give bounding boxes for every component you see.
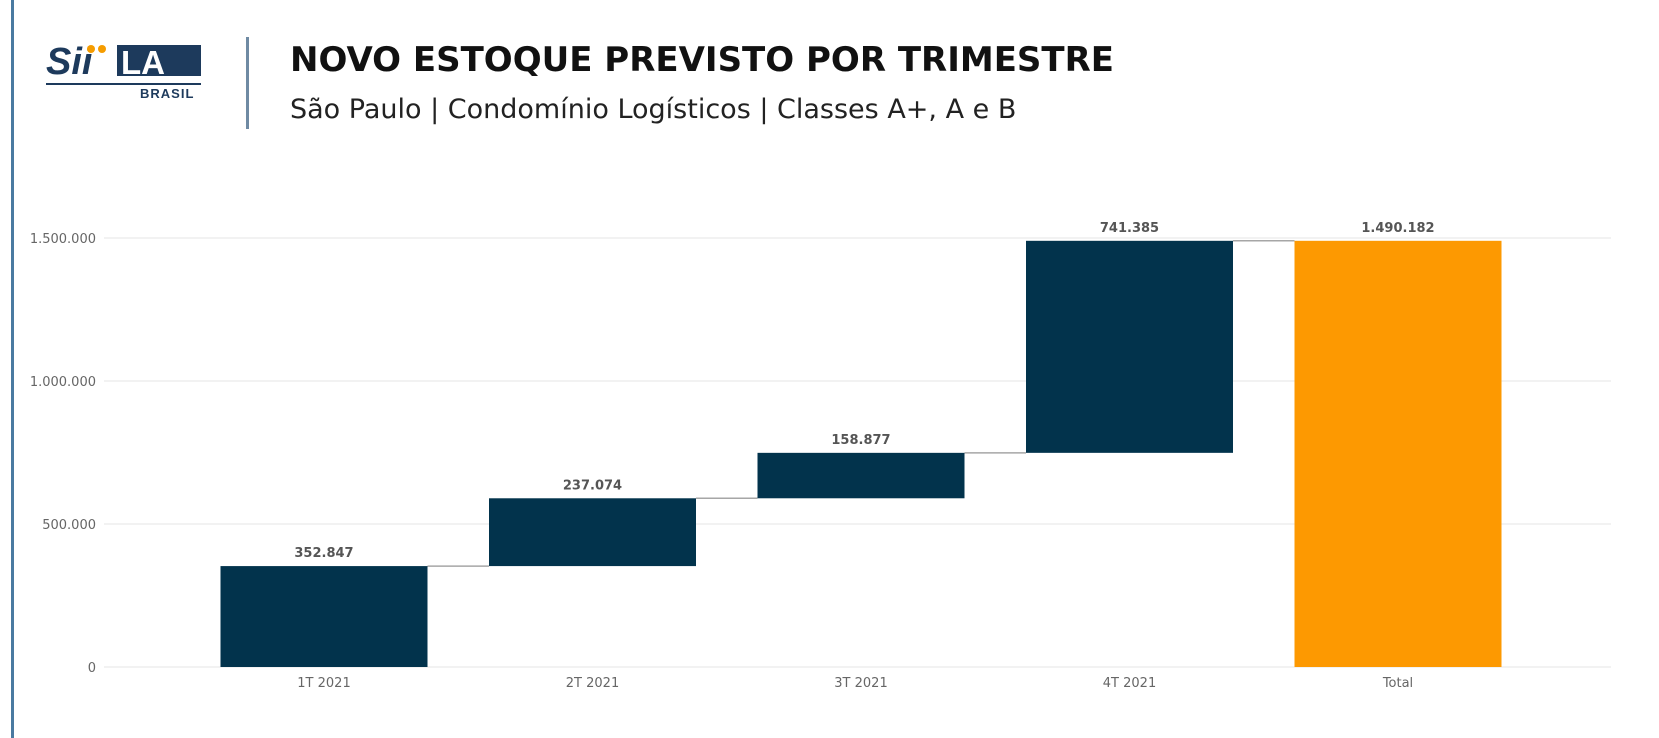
increase-bar: [757, 452, 965, 499]
x-tick-label: 3T 2021: [834, 676, 887, 691]
y-axis-ticks: 0 500.000 1.000.000 1.500.000: [30, 232, 96, 676]
x-axis-ticks: 1T 2021 2T 2021 3T 2021 4T 2021 Total: [297, 676, 1413, 691]
data-label: 1.490.182: [1361, 221, 1434, 236]
chart-title: NOVO ESTOQUE PREVISTO POR TRIMESTRE: [290, 40, 1115, 80]
total-bar: [1294, 240, 1502, 667]
svg-text:Sii: Sii: [46, 41, 94, 83]
y-tick-label: 1.000.000: [30, 375, 96, 390]
svg-text:LA: LA: [121, 44, 165, 81]
left-accent-rule: [11, 0, 14, 738]
y-tick-label: 0: [88, 661, 96, 676]
siila-logo-graphic: Sii LA BRASIL: [46, 41, 201, 101]
increase-bar: [489, 498, 696, 567]
data-label: 237.074: [563, 478, 622, 493]
connectors: [427, 240, 1295, 567]
data-label: 352.847: [294, 546, 353, 561]
bars: [220, 240, 1502, 667]
x-tick-label: 4T 2021: [1103, 676, 1156, 691]
data-label: 158.877: [831, 433, 890, 448]
chart-subtitle: São Paulo | Condomínio Logísticos | Clas…: [290, 94, 1017, 125]
data-labels: 352.847 237.074 158.877 741.385 1.490.182: [294, 221, 1434, 561]
header-divider: [246, 37, 249, 129]
y-tick-label: 1.500.000: [30, 232, 96, 247]
x-tick-label: 1T 2021: [297, 676, 350, 691]
y-tick-label: 500.000: [42, 518, 96, 533]
x-tick-label: 2T 2021: [566, 676, 619, 691]
increase-bar: [220, 566, 428, 667]
x-tick-label: Total: [1382, 676, 1413, 691]
siila-logo: Sii LA BRASIL: [44, 38, 204, 101]
increase-bar: [1026, 240, 1233, 453]
svg-text:BRASIL: BRASIL: [140, 86, 194, 100]
data-label: 741.385: [1100, 221, 1159, 236]
